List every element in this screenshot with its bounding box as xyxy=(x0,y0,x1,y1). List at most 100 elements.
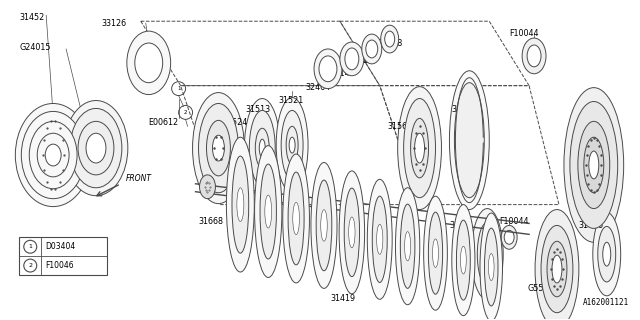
Ellipse shape xyxy=(428,212,443,294)
Ellipse shape xyxy=(64,100,128,196)
Ellipse shape xyxy=(578,121,610,209)
Ellipse shape xyxy=(411,118,429,178)
Text: F10044: F10044 xyxy=(499,218,529,227)
Ellipse shape xyxy=(522,38,546,74)
Text: FRONT: FRONT xyxy=(126,174,152,183)
Text: 32464: 32464 xyxy=(305,83,330,92)
Ellipse shape xyxy=(193,92,244,204)
Ellipse shape xyxy=(589,151,599,179)
Ellipse shape xyxy=(207,120,230,176)
Text: 1: 1 xyxy=(28,244,32,249)
Ellipse shape xyxy=(433,239,438,268)
Ellipse shape xyxy=(484,228,498,306)
Ellipse shape xyxy=(232,156,249,253)
Ellipse shape xyxy=(504,230,514,244)
Ellipse shape xyxy=(454,83,484,198)
Ellipse shape xyxy=(488,253,494,281)
Text: 2: 2 xyxy=(184,110,188,115)
Ellipse shape xyxy=(477,222,497,286)
Ellipse shape xyxy=(584,137,604,193)
Ellipse shape xyxy=(344,188,360,276)
Text: G24015: G24015 xyxy=(19,43,51,52)
Ellipse shape xyxy=(449,71,489,210)
Ellipse shape xyxy=(288,172,304,265)
Text: 33126: 33126 xyxy=(101,19,126,28)
Ellipse shape xyxy=(250,110,275,186)
Text: G52012: G52012 xyxy=(338,56,369,65)
Ellipse shape xyxy=(292,202,300,235)
Ellipse shape xyxy=(37,133,69,177)
Ellipse shape xyxy=(385,31,395,47)
Ellipse shape xyxy=(29,121,77,189)
Ellipse shape xyxy=(593,212,621,296)
Ellipse shape xyxy=(237,188,244,221)
Ellipse shape xyxy=(135,43,163,83)
Text: G55102: G55102 xyxy=(527,284,559,293)
Ellipse shape xyxy=(349,217,355,248)
Ellipse shape xyxy=(286,126,298,164)
Ellipse shape xyxy=(376,224,383,254)
Ellipse shape xyxy=(70,108,122,188)
Ellipse shape xyxy=(198,103,238,193)
Ellipse shape xyxy=(340,42,364,76)
Ellipse shape xyxy=(311,163,337,288)
Ellipse shape xyxy=(289,137,295,153)
Ellipse shape xyxy=(367,179,392,299)
Ellipse shape xyxy=(345,48,359,70)
Ellipse shape xyxy=(461,246,467,274)
Text: 31668: 31668 xyxy=(198,218,223,227)
Ellipse shape xyxy=(86,133,106,163)
Text: 31513: 31513 xyxy=(245,106,271,115)
Ellipse shape xyxy=(480,213,502,320)
Ellipse shape xyxy=(78,121,114,175)
Ellipse shape xyxy=(321,210,327,241)
Ellipse shape xyxy=(603,242,611,266)
Ellipse shape xyxy=(415,133,424,163)
Text: G55102: G55102 xyxy=(571,138,602,147)
Text: 31452: 31452 xyxy=(19,13,45,22)
Ellipse shape xyxy=(45,144,61,166)
Ellipse shape xyxy=(200,175,216,199)
Ellipse shape xyxy=(21,111,85,199)
Ellipse shape xyxy=(401,204,415,288)
Ellipse shape xyxy=(535,210,579,320)
Ellipse shape xyxy=(483,242,492,266)
Text: 31431: 31431 xyxy=(449,221,474,230)
Ellipse shape xyxy=(255,146,282,277)
Ellipse shape xyxy=(564,88,623,242)
Ellipse shape xyxy=(452,204,475,316)
Ellipse shape xyxy=(316,180,332,271)
Ellipse shape xyxy=(265,195,271,228)
Ellipse shape xyxy=(547,241,567,297)
Text: E00612: E00612 xyxy=(148,118,179,127)
Ellipse shape xyxy=(212,135,225,161)
Ellipse shape xyxy=(15,103,91,207)
Text: 31460: 31460 xyxy=(451,106,476,115)
Ellipse shape xyxy=(260,164,276,259)
Ellipse shape xyxy=(424,196,447,310)
Text: 31419: 31419 xyxy=(330,294,355,303)
Ellipse shape xyxy=(552,255,562,283)
Ellipse shape xyxy=(319,56,337,82)
Ellipse shape xyxy=(339,171,365,294)
Ellipse shape xyxy=(570,101,618,228)
Ellipse shape xyxy=(598,227,616,282)
Ellipse shape xyxy=(366,40,378,58)
Ellipse shape xyxy=(372,196,387,283)
Text: A162001121: A162001121 xyxy=(582,298,628,307)
Text: 31567: 31567 xyxy=(388,122,413,131)
Ellipse shape xyxy=(396,188,420,305)
Ellipse shape xyxy=(404,232,411,261)
Ellipse shape xyxy=(314,49,342,89)
Ellipse shape xyxy=(227,137,254,272)
Text: D03404: D03404 xyxy=(45,242,76,251)
Text: F10046: F10046 xyxy=(45,261,74,270)
Text: F10044: F10044 xyxy=(509,29,539,38)
Text: 31521: 31521 xyxy=(278,96,303,105)
Ellipse shape xyxy=(255,128,269,168)
Ellipse shape xyxy=(362,34,381,64)
Ellipse shape xyxy=(281,110,303,180)
Ellipse shape xyxy=(127,31,171,95)
Text: F03514: F03514 xyxy=(320,69,349,78)
Ellipse shape xyxy=(283,154,310,283)
